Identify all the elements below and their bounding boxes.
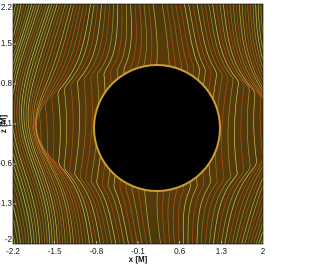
streamline	[241, 4, 263, 244]
streamline	[13, 4, 19, 244]
streamline	[222, 4, 258, 244]
streamline	[57, 4, 91, 244]
streamline	[80, 4, 106, 244]
streamline	[18, 4, 48, 244]
y-tick-label: 2.2	[1, 3, 13, 12]
x-axis-label: x [M]	[129, 255, 148, 264]
streamline	[27, 4, 58, 244]
x-tick-label: 2	[261, 247, 266, 256]
x-tick-label: -1.5	[48, 247, 62, 256]
streamline	[23, 4, 53, 244]
streamline	[51, 4, 88, 244]
streamline	[247, 4, 263, 244]
streamline	[35, 4, 72, 244]
streamline	[238, 4, 263, 244]
streamline	[14, 4, 43, 244]
streamline	[13, 4, 40, 244]
streamline	[36, 4, 78, 244]
y-tick-label: 0.1	[1, 119, 13, 128]
x-tick-label: -0.8	[89, 247, 103, 256]
streamline	[85, 4, 110, 244]
streamline	[21, 4, 51, 244]
streamline	[267, 0, 269, 264]
streamline	[250, 4, 263, 244]
streamline	[34, 4, 69, 244]
streamline	[29, 4, 61, 244]
streamline	[69, 4, 99, 244]
streamline	[31, 4, 63, 244]
streamline	[13, 4, 25, 244]
x-tick-label: -2.2	[6, 247, 20, 256]
y-axis-label: z [M]	[0, 115, 8, 134]
y-tick-label: -0.6	[0, 159, 13, 168]
streamline	[257, 4, 263, 244]
x-tick-label: -0.1	[131, 247, 145, 256]
black-hole	[93, 64, 221, 192]
streamline	[219, 4, 251, 244]
streamline	[244, 4, 263, 244]
streamline	[264, 0, 269, 264]
streamline	[32, 4, 66, 244]
streamline	[13, 4, 33, 244]
x-tick-label: 1.3	[216, 247, 228, 256]
y-tick-label: -1.3	[0, 199, 13, 208]
x-tick-label: 0.6	[174, 247, 186, 256]
streamlines	[13, 0, 269, 264]
streamline	[255, 4, 263, 244]
streamline	[74, 4, 103, 244]
streamline	[215, 4, 245, 244]
plot-frame	[12, 3, 264, 245]
streamline	[13, 4, 35, 244]
y-tick-label: -2	[5, 235, 13, 244]
streamline	[208, 4, 234, 244]
streamline	[204, 4, 229, 244]
streamline	[229, 4, 263, 244]
streamline	[25, 4, 56, 244]
y-tick-label: 0.8	[1, 79, 13, 88]
streamline	[63, 4, 95, 244]
y-tick-label: 1.5	[1, 39, 13, 48]
streamline	[235, 4, 263, 244]
streamline	[45, 4, 85, 244]
streamline	[226, 4, 263, 244]
streamline	[13, 4, 38, 244]
streamline	[13, 4, 27, 244]
streamline	[212, 4, 240, 244]
chart: x [M] z [M] -2.2 -1.5 -0.8 -0.1 0.6 1.3 2 -2 -1.…	[0, 0, 269, 264]
streamline	[232, 4, 263, 244]
streamline	[13, 4, 30, 244]
streamline	[39, 4, 81, 244]
streamline	[16, 4, 46, 244]
streamline	[13, 4, 22, 244]
